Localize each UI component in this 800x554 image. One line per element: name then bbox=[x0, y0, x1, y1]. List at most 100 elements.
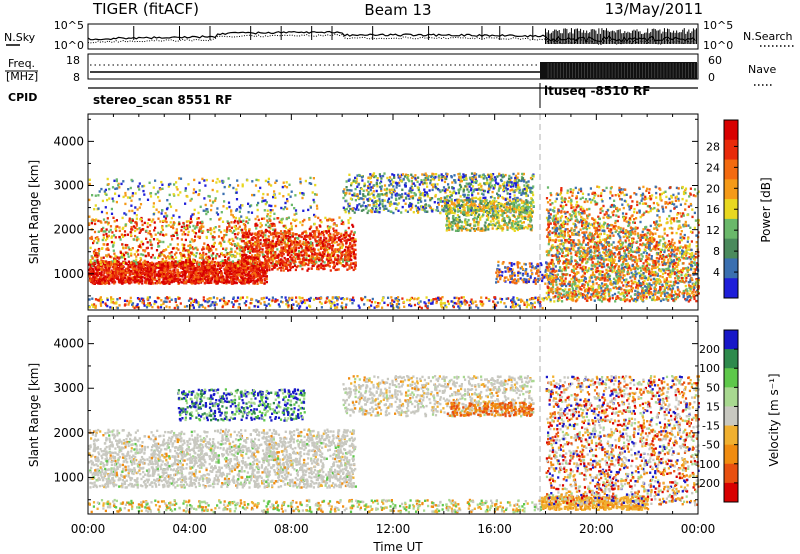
power-cell bbox=[205, 279, 208, 282]
power-cell bbox=[280, 236, 283, 239]
power-cell bbox=[264, 250, 267, 254]
power-cell bbox=[174, 279, 177, 283]
power-cell bbox=[258, 260, 261, 263]
power-cell bbox=[344, 264, 347, 267]
power-cell bbox=[440, 177, 443, 180]
power-cell bbox=[129, 186, 132, 190]
power-cell bbox=[322, 244, 325, 248]
power-cell bbox=[208, 276, 211, 279]
power-cell bbox=[330, 218, 333, 221]
power-cell bbox=[111, 186, 115, 189]
power-cell bbox=[292, 246, 295, 249]
power-cell bbox=[220, 278, 224, 282]
power-cell bbox=[232, 186, 235, 190]
power-cell bbox=[288, 246, 291, 250]
power-cell bbox=[225, 272, 228, 276]
power-cell bbox=[262, 267, 265, 270]
power-cell bbox=[134, 234, 137, 238]
power-cell bbox=[211, 188, 214, 192]
power-cell bbox=[243, 231, 246, 235]
power-cell bbox=[113, 234, 116, 237]
power-cell bbox=[235, 275, 238, 278]
power-cell bbox=[256, 224, 259, 227]
power-cell bbox=[197, 263, 201, 266]
power-cell bbox=[391, 191, 394, 195]
power-cell bbox=[236, 271, 239, 275]
power-cell bbox=[303, 263, 306, 267]
power-cell bbox=[244, 266, 248, 270]
power-cell bbox=[169, 243, 172, 246]
power-cell bbox=[269, 227, 272, 230]
power-cell bbox=[136, 277, 139, 280]
power-cell bbox=[127, 265, 130, 268]
power-cell bbox=[102, 274, 105, 277]
power-cell bbox=[117, 182, 120, 186]
power-cell bbox=[162, 267, 165, 270]
power-cell bbox=[218, 225, 221, 228]
power-cell bbox=[153, 276, 156, 279]
power-cell bbox=[225, 260, 229, 263]
power-cell bbox=[457, 210, 460, 213]
power-cell bbox=[352, 252, 355, 256]
power-cell bbox=[133, 276, 136, 279]
power-cell bbox=[98, 277, 101, 281]
power-cell bbox=[223, 234, 226, 237]
power-cell bbox=[370, 181, 373, 184]
power-cell bbox=[124, 258, 127, 261]
power-cell bbox=[458, 206, 461, 209]
power-cell bbox=[247, 211, 250, 214]
power-cell bbox=[129, 261, 133, 265]
power-cell bbox=[252, 242, 255, 246]
power-cell bbox=[93, 219, 97, 222]
power-cell bbox=[522, 180, 526, 183]
power-cell bbox=[240, 215, 243, 218]
power-cell bbox=[245, 235, 248, 239]
power-cell bbox=[137, 185, 140, 188]
power-cell bbox=[165, 281, 168, 284]
power-cell bbox=[190, 282, 193, 285]
power-cell bbox=[191, 213, 194, 216]
power-cell bbox=[175, 209, 178, 212]
power-cell bbox=[251, 193, 254, 197]
power-cell bbox=[350, 237, 353, 240]
power-cell bbox=[346, 260, 349, 263]
power-cell bbox=[252, 259, 255, 263]
power-cell bbox=[124, 246, 128, 250]
power-cell bbox=[121, 268, 124, 271]
power-cell bbox=[333, 241, 336, 244]
power-cell bbox=[110, 271, 113, 274]
power-cell bbox=[195, 226, 198, 229]
power-cell bbox=[349, 253, 352, 256]
power-cell bbox=[457, 178, 460, 181]
power-cell bbox=[246, 240, 249, 244]
power-cell bbox=[137, 253, 140, 256]
power-cell bbox=[305, 235, 308, 238]
power-cell bbox=[325, 230, 328, 233]
power-cell bbox=[193, 227, 196, 230]
power-cell bbox=[198, 235, 202, 239]
power-cell bbox=[128, 265, 132, 269]
power-cell bbox=[286, 267, 289, 270]
power-cell bbox=[208, 257, 211, 260]
power-cell bbox=[283, 230, 286, 233]
power-cell bbox=[150, 220, 153, 223]
power-cell bbox=[407, 192, 410, 195]
power-cell bbox=[123, 269, 127, 272]
power-cell bbox=[266, 221, 269, 224]
power-cell bbox=[348, 189, 351, 192]
power-cell bbox=[133, 267, 136, 270]
power-cell bbox=[327, 264, 330, 267]
power-cell bbox=[171, 247, 175, 250]
power-cell bbox=[269, 214, 272, 218]
power-cell bbox=[182, 273, 185, 276]
power-cell bbox=[234, 236, 237, 239]
power-cell bbox=[309, 176, 312, 180]
power-cell bbox=[250, 249, 253, 253]
power-cell bbox=[213, 275, 216, 278]
power-cell bbox=[290, 243, 293, 246]
power-cell bbox=[216, 213, 220, 216]
power-cell bbox=[196, 280, 200, 283]
power-cell bbox=[251, 238, 254, 242]
power-cell bbox=[340, 246, 344, 249]
power-cell bbox=[236, 233, 239, 236]
